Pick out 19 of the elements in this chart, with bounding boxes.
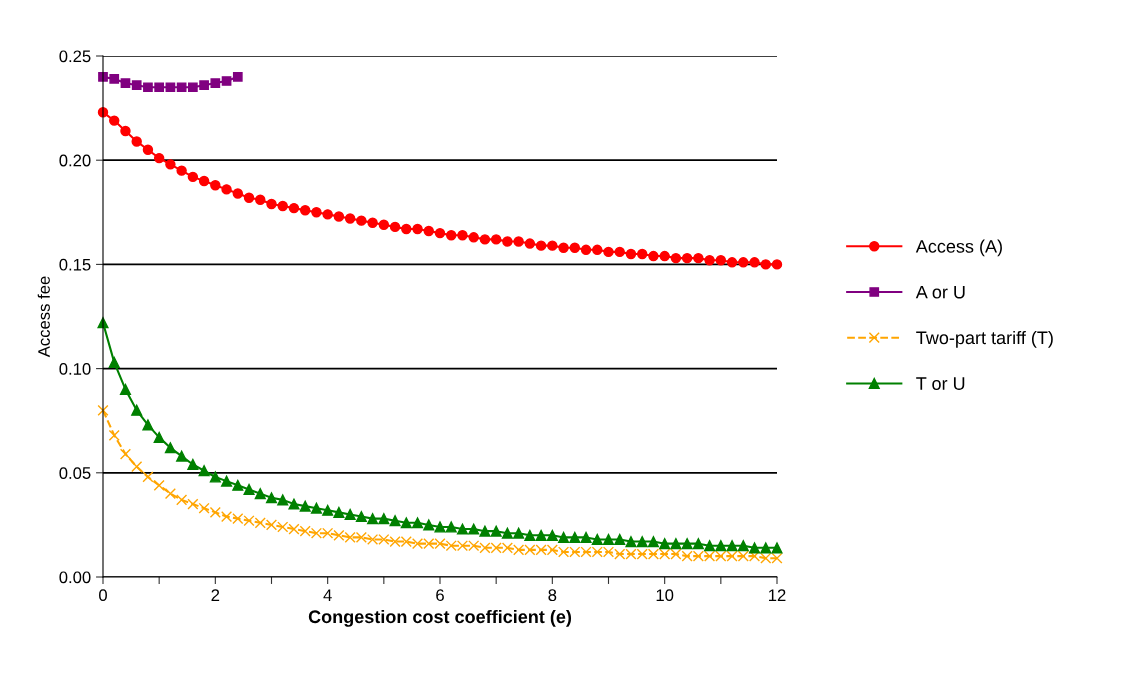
x-tick-label: 2 [211,589,220,601]
x-tick-label: 4 [323,589,332,601]
y-tick-label: 0.05 [59,467,91,479]
x-tick-label: 6 [436,589,444,602]
x-tick-label: 10 [656,589,674,602]
legend-label: Two-part tariff (T) [916,330,1053,348]
y-tick-label: 0.00 [59,571,91,584]
y-tick-label: 0.20 [59,154,91,167]
y-axis-title: Access fee [37,276,50,358]
x-axis-title: Congestion cost coefficient (e) [308,609,572,627]
x-tick-label: 12 [769,589,786,601]
y-tick-label: 0.15 [59,258,91,271]
legend-label: A or U [915,285,965,299]
legend-label: T or U [916,377,965,390]
x-tick-label: 0 [99,589,107,602]
legend-label: Access (A) [915,239,1002,257]
y-tick-label: 0.25 [59,50,91,63]
x-tick-label: 8 [548,589,557,602]
y-tick-label: 0.10 [59,363,91,375]
